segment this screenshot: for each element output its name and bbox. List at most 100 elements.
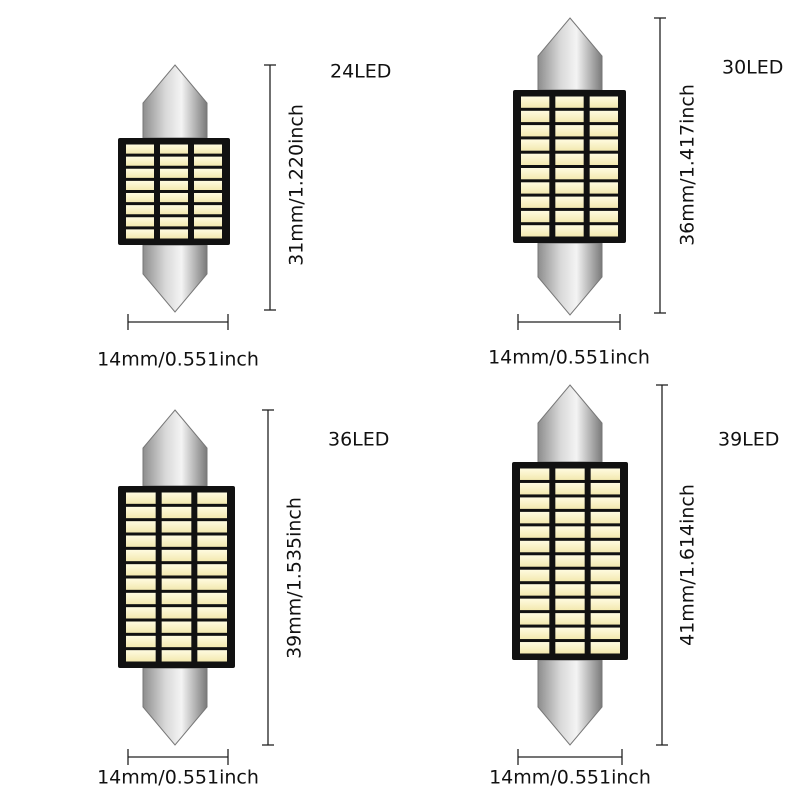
led-chip: [126, 564, 156, 576]
led-chip: [589, 125, 618, 137]
led-chip: [590, 627, 620, 640]
led-chip: [520, 497, 550, 509]
led-chip: [197, 578, 227, 590]
led-chip: [521, 96, 550, 108]
metal-cap: [537, 242, 603, 316]
led-chip: [194, 205, 222, 215]
led-chip: [589, 210, 618, 223]
width-label: 14mm/0.551inch: [97, 349, 259, 371]
led-chip: [521, 182, 550, 194]
led-chip: [197, 521, 227, 533]
led-chip: [161, 635, 192, 648]
led-chip: [161, 535, 192, 547]
metal-cap: [537, 384, 603, 463]
led-chip: [126, 521, 156, 533]
led-chip: [161, 506, 192, 519]
led-chip: [194, 180, 222, 190]
led-chip: [520, 613, 550, 625]
led-chip: [555, 482, 585, 495]
led-chip: [197, 506, 227, 519]
led-chip: [197, 635, 227, 648]
led-chip: [520, 526, 550, 538]
led-chip: [160, 217, 188, 227]
led-chip: [126, 549, 156, 562]
led-chip: [520, 569, 550, 582]
led-chip: [126, 578, 156, 590]
led-board: [118, 138, 230, 245]
led-chip: [161, 592, 192, 605]
led-count: 30LED: [722, 57, 783, 79]
led-chip: [521, 125, 550, 137]
led-chip: [589, 168, 618, 180]
led-chip: [197, 621, 227, 633]
led-chip: [590, 555, 620, 567]
led-chip: [126, 144, 154, 154]
led-chip: [555, 125, 584, 137]
led-chip: [555, 584, 585, 596]
led-chip: [520, 598, 550, 611]
led-chip: [555, 511, 585, 524]
led-chip: [590, 540, 620, 553]
led-chip: [555, 613, 585, 625]
led-chip: [194, 217, 222, 227]
led-chip: [590, 569, 620, 582]
led-chip: [521, 168, 550, 180]
led-chip: [555, 627, 585, 640]
led-chip: [555, 153, 584, 165]
led-chip: [194, 144, 222, 154]
bulb: [513, 17, 626, 316]
led-chip: [126, 635, 156, 648]
led-chip: [590, 642, 620, 654]
width-label: 14mm/0.551inch: [489, 767, 651, 789]
led-chip: [521, 196, 550, 208]
led-chip: [555, 540, 585, 553]
led-chip: [126, 205, 154, 215]
led-chip: [197, 549, 227, 562]
led-chip: [126, 156, 154, 166]
led-chip: [194, 193, 222, 203]
metal-cap: [142, 409, 208, 487]
led-chip: [197, 607, 227, 619]
led-chip: [161, 549, 192, 562]
led-chip: [521, 210, 550, 223]
led-chip: [160, 205, 188, 215]
led-chip: [194, 229, 222, 239]
led-chip: [590, 526, 620, 538]
led-chip: [555, 110, 584, 123]
led-chip: [197, 564, 227, 576]
led-chip: [160, 156, 188, 166]
metal-cap: [537, 659, 603, 746]
led-chip: [161, 578, 192, 590]
led-chip: [520, 555, 550, 567]
led-chip: [126, 168, 154, 178]
led-chip: [160, 229, 188, 239]
led-chip: [520, 627, 550, 640]
led-chip: [126, 229, 154, 239]
led-chip: [126, 535, 156, 547]
led-chip: [555, 468, 585, 480]
led-chip: [555, 555, 585, 567]
led-chip: [126, 492, 156, 504]
metal-cap: [142, 244, 208, 313]
led-chip: [555, 210, 584, 223]
led-chip: [197, 592, 227, 605]
led-chip: [520, 468, 550, 480]
led-chip: [161, 650, 192, 662]
led-chip: [555, 526, 585, 538]
led-chip: [555, 196, 584, 208]
bulb: [118, 64, 230, 313]
led-chip: [555, 139, 584, 151]
led-chip: [126, 650, 156, 662]
led-chip: [126, 193, 154, 203]
led-chip: [589, 153, 618, 165]
led-chip: [555, 598, 585, 611]
led-chip: [521, 225, 550, 237]
led-chip: [160, 144, 188, 154]
led-chip: [161, 492, 192, 504]
led-chip: [521, 110, 550, 123]
led-chip: [126, 506, 156, 519]
led-chip: [126, 607, 156, 619]
width-label: 14mm/0.551inch: [488, 347, 650, 369]
led-chip: [590, 497, 620, 509]
